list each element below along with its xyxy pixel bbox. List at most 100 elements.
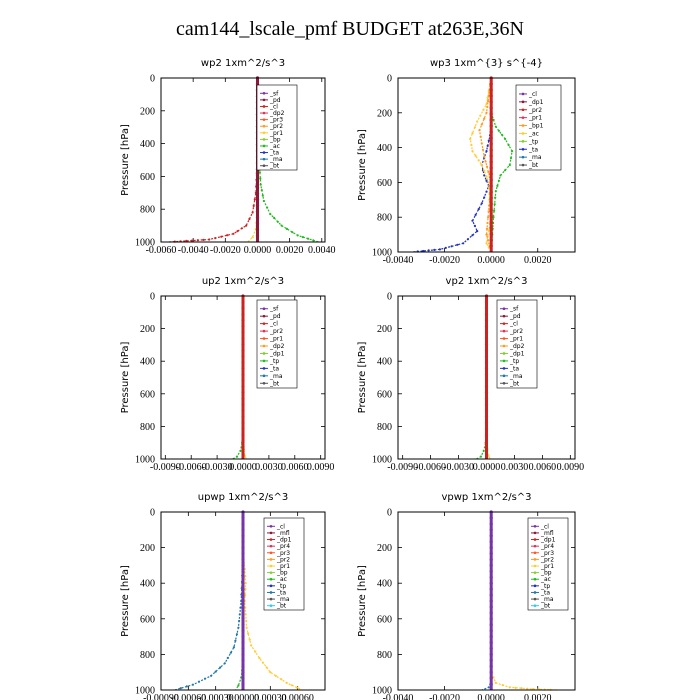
legend-entry: _pr4 <box>540 543 554 550</box>
series-marker <box>241 534 245 538</box>
series-marker <box>241 676 245 680</box>
series-marker <box>232 232 235 235</box>
legend-marker <box>269 538 273 541</box>
legend-marker <box>533 584 537 588</box>
y-tick-label: 800 <box>377 422 392 433</box>
series-marker <box>241 409 245 413</box>
series-marker <box>476 230 479 233</box>
series-marker <box>484 409 489 413</box>
series-marker <box>485 227 489 230</box>
series-marker <box>473 224 476 227</box>
legend-entry: _pr2 <box>540 556 554 563</box>
legend-marker <box>521 163 525 167</box>
series-marker <box>484 324 489 328</box>
series-marker <box>489 202 493 206</box>
series-marker <box>487 94 490 97</box>
y-tick-label: 0 <box>150 74 155 85</box>
legend-entry: _ac <box>269 143 280 150</box>
series-marker <box>485 165 489 168</box>
legend-entry: _pd <box>509 313 521 320</box>
series-marker <box>489 148 493 152</box>
series-marker <box>489 142 493 146</box>
x-tick-label: -0.0090 <box>387 462 418 473</box>
series-marker <box>484 427 489 431</box>
legend-marker <box>533 604 537 607</box>
y-tick-label: 800 <box>377 650 392 661</box>
series-marker <box>185 239 188 242</box>
series-marker <box>489 540 493 544</box>
plot-frame <box>397 511 576 691</box>
series-marker <box>489 629 493 633</box>
legend-marker <box>502 322 506 325</box>
series-marker <box>226 234 229 237</box>
series-marker <box>427 249 430 252</box>
series-marker <box>471 234 474 237</box>
series-marker <box>245 619 248 623</box>
legend-marker <box>533 538 537 541</box>
series-marker <box>485 175 488 178</box>
series-marker <box>239 449 242 452</box>
series-marker <box>245 224 248 227</box>
series-marker <box>241 336 245 340</box>
series-marker <box>484 354 489 358</box>
series-marker <box>255 210 260 214</box>
series-marker <box>255 228 260 232</box>
series-marker <box>241 324 245 328</box>
y-tick-label: 600 <box>140 172 155 183</box>
y-tick-label: 200 <box>140 106 155 117</box>
plot-frame <box>397 77 576 253</box>
series-marker <box>241 563 245 568</box>
x-tick-label: 0.0060 <box>529 462 557 473</box>
legend-marker <box>502 374 506 378</box>
series-marker <box>487 686 490 689</box>
legend-marker <box>533 544 537 548</box>
legend-marker <box>521 132 525 135</box>
series-marker <box>484 421 489 425</box>
series-marker <box>489 652 493 657</box>
series-marker <box>255 216 260 220</box>
legend-marker <box>262 111 266 115</box>
series-marker <box>255 197 260 202</box>
x-tick-label: -0.0020 <box>210 245 241 256</box>
series-marker <box>489 118 493 122</box>
series-marker <box>483 117 486 120</box>
legend-entry: _ma <box>528 154 542 161</box>
legend-entry: _ta <box>269 365 279 372</box>
series-marker <box>484 451 489 455</box>
y-tick-label: 200 <box>140 543 155 554</box>
series-marker <box>489 196 493 200</box>
series-marker <box>484 372 489 377</box>
series-marker <box>489 682 493 686</box>
legend-entry: _bt <box>269 380 280 387</box>
legend-entry: _cl <box>528 91 537 98</box>
series-marker <box>241 360 245 364</box>
legend-entry: _dp2 <box>269 110 285 117</box>
series-marker <box>260 189 263 192</box>
series-marker <box>489 551 493 556</box>
series-marker <box>489 623 493 627</box>
legend-marker <box>262 359 266 363</box>
series-marker <box>492 216 495 219</box>
series-marker <box>241 546 245 550</box>
legend-marker <box>502 367 506 370</box>
x-tick-label: -0.0040 <box>383 255 414 266</box>
series-marker <box>291 231 294 234</box>
series-marker <box>485 233 488 236</box>
legend-marker <box>262 322 266 325</box>
legend-marker <box>262 124 266 128</box>
legend-entry: _bt <box>276 603 287 610</box>
series-marker <box>489 516 493 520</box>
chart-panel-6: vpwp 1xm^2/s^3 Pressure [hPa] 0 200 400 600 80… <box>357 492 576 700</box>
series-marker <box>203 677 207 680</box>
legend-entry: _cl <box>509 321 518 328</box>
series-marker <box>486 144 489 147</box>
series-marker <box>254 650 257 653</box>
legend: _cl_dp1_pr2_pr1_bp1_ac_tp_ta_ma_bt <box>515 84 562 171</box>
legend: _sf_pd_cl_pr2_pr1_dp2_dp1_tp_ta_ma_bt <box>256 299 298 389</box>
y-tick-label: 1000 <box>372 248 392 259</box>
series-marker <box>484 348 489 352</box>
series-marker <box>510 150 514 153</box>
legend-marker <box>269 531 273 535</box>
x-tick-label: 0.0020 <box>276 245 304 256</box>
legend-entry: _ma <box>540 596 554 603</box>
